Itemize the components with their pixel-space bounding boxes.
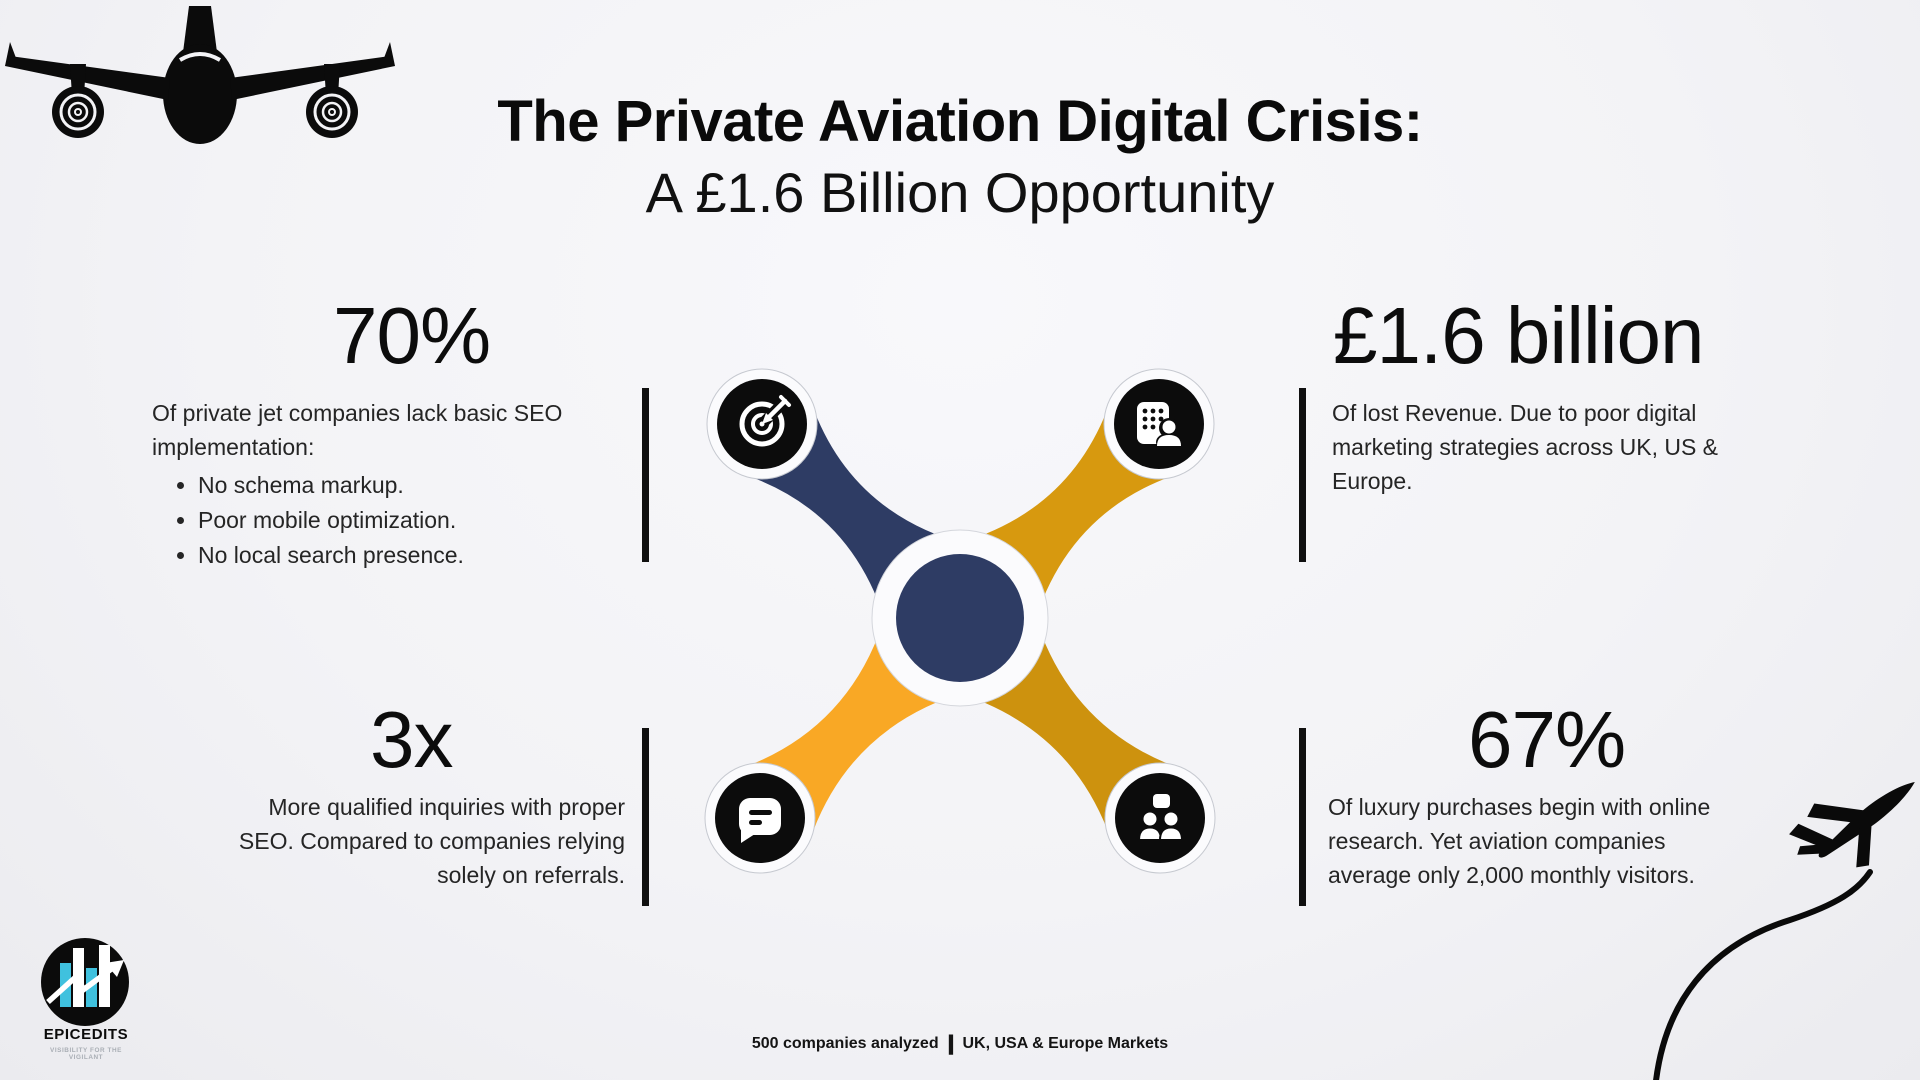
stat-description-seo-gap: Of private jet companies lack basic SEO …: [152, 396, 632, 573]
description-line: More qualified inquiries with proper: [268, 794, 625, 820]
divider-top-right: [1299, 388, 1306, 562]
description-line: solely on referrals.: [437, 862, 625, 888]
bullet-item: No schema markup.: [198, 468, 632, 503]
airplane-front-icon: [5, 6, 395, 144]
bullet-item: Poor mobile optimization.: [198, 503, 632, 538]
description-line: Of private jet companies lack basic SEO: [152, 400, 563, 426]
page-title-line1: The Private Aviation Digital Crisis:: [497, 89, 1423, 154]
stat-value-lost-revenue: £1.6 billion: [1333, 291, 1704, 380]
description-line: Of luxury purchases begin with online: [1328, 794, 1711, 820]
logo-tagline: VISIBILITY FOR THE VIGILANT: [50, 1047, 122, 1061]
description-line: Europe.: [1332, 468, 1413, 494]
center-hub: [871, 529, 1049, 707]
target-icon: [706, 368, 818, 480]
contact-card-icon: [1103, 368, 1215, 480]
logo-mark: [41, 938, 129, 1026]
logo-wordmark: EPICEDITS: [43, 1026, 129, 1043]
chat-bubble-icon: [704, 762, 816, 874]
footer-stat-right: UK, USA & Europe Markets: [962, 1035, 1169, 1052]
description-line: marketing strategies across UK, US &: [1332, 434, 1719, 460]
seo-gap-bullet-list: No schema markup. Poor mobile optimizati…: [152, 468, 632, 573]
stat-description-inquiries: More qualified inquiries with proper SEO…: [152, 790, 625, 892]
stat-value-seo-gap: 70%: [333, 291, 491, 380]
contrail-swoosh: [1653, 869, 1873, 1080]
jet-silhouette-icon: [1653, 781, 1915, 1080]
description-line: implementation:: [152, 434, 315, 460]
description-line: Of lost Revenue. Due to poor digital: [1332, 400, 1697, 426]
description-line: SEO. Compared to companies relying: [238, 828, 625, 854]
team-icon: [1104, 762, 1216, 874]
footer-stat-left: 500 companies analyzed: [751, 1035, 939, 1052]
stat-description-online-research: Of luxury purchases begin with online re…: [1328, 790, 1778, 892]
page-title-line2: A £1.6 Billion Opportunity: [645, 161, 1275, 224]
stat-value-online-research: 67%: [1468, 695, 1626, 784]
description-line: research. Yet aviation companies: [1328, 828, 1666, 854]
divider-top-left: [642, 388, 649, 562]
description-line: average only 2,000 monthly visitors.: [1328, 862, 1695, 888]
stat-value-inquiries: 3x: [370, 695, 453, 784]
footer-separator: |: [945, 1032, 956, 1055]
bullet-item: No local search presence.: [198, 538, 632, 573]
footer-source-note: 500 companies analyzed | UK, USA & Europe …: [0, 1032, 1920, 1056]
divider-bottom-right: [1299, 728, 1306, 906]
divider-bottom-left: [642, 728, 649, 906]
stat-description-lost-revenue: Of lost Revenue. Due to poor digital mar…: [1332, 396, 1782, 498]
